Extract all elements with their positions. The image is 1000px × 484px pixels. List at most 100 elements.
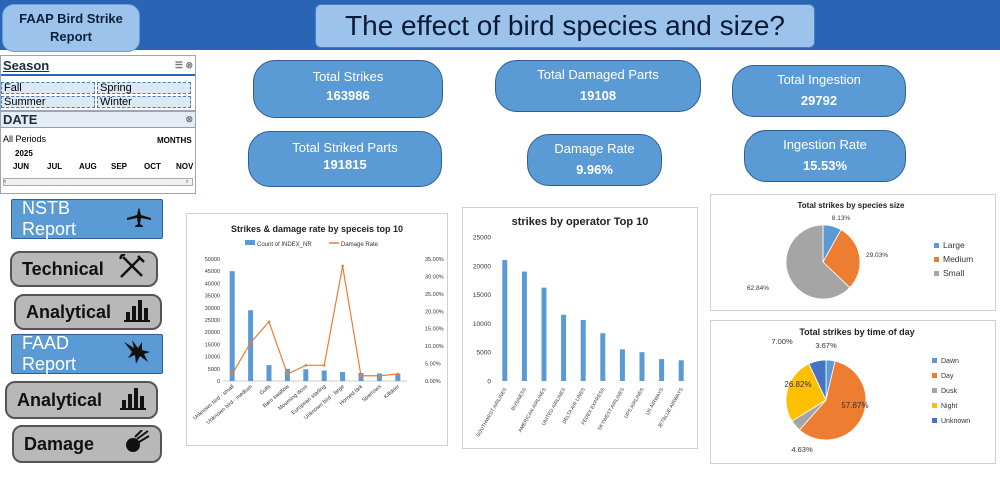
page-title: The effect of bird species and size? [315,4,815,48]
timeline-month-oct[interactable]: OCT [144,162,161,171]
y-tick-label: 10000 [205,355,220,361]
timeline-month-jun[interactable]: JUN [13,162,30,171]
x-tick-label: UPS AIRLINES [623,386,646,419]
date-timeline-title: DATE [3,112,38,127]
operator-chart: strikes by operator Top 10 0 5000 10000 150… [462,207,698,449]
bar [321,370,327,381]
faad-report-label: FAAD Report [22,333,77,374]
y2-tick-label: 5.00% [425,362,441,368]
y2-tick-label: 10.00% [425,344,444,350]
bar [600,333,606,381]
damage-button[interactable]: Damage [12,425,162,463]
bar [303,369,309,381]
y-tick-label: 25000 [205,318,220,324]
technical-button[interactable]: Technical [10,251,158,287]
y2-tick-label: 20.00% [425,309,444,315]
season-item-summer[interactable]: Summer [1,96,95,108]
line-point [396,372,400,376]
kpi-value: 9.96% [576,162,613,177]
y-tick-label: 35000 [205,294,220,300]
species-size-pie-svg: Total strikes by species size 8.13% 29.03… [747,201,973,300]
line-point [249,341,252,344]
legend-label: Large [943,240,965,250]
analytical-button-1[interactable]: Analytical [14,294,162,330]
nstb-report-button[interactable]: NSTB Report [11,198,163,239]
pie-slice [822,229,861,289]
bar-chart-icon [124,298,150,327]
legend-swatch [932,418,937,423]
line-point [341,264,344,268]
faad-report-button[interactable]: FAAD Report [11,333,163,374]
kpi-value: 29792 [800,93,838,108]
x-tick-label: Sparrows [361,384,383,404]
clear-filter-icon[interactable]: ☰ ⊗ [174,59,193,70]
timeline-month-sep[interactable]: SEP [111,162,128,171]
clear-filter-icon[interactable]: ⊗ [185,114,193,124]
legend-label: Night [941,403,957,410]
pie-data-label: 26.82% [784,380,811,389]
legend-bar-swatch [245,240,255,245]
legend-label: Dusk [941,388,957,395]
pie-data-label: 62.84% [747,285,769,292]
y-tick-label: 25000 [473,235,491,242]
y2-tick-label: 25.00% [425,292,444,298]
chart-title: Total strikes by time of day [799,327,914,337]
line-point [286,372,289,376]
legend-swatch [932,388,937,393]
bar [541,287,547,381]
tools-icon [118,252,146,285]
timeline-year: 2025 [15,149,33,158]
line-point [359,374,363,378]
timeline-month-nov[interactable]: NOV [176,162,194,171]
legend-label: Dawn [941,358,959,365]
legend-label: Count of INDEX_NR [257,242,312,248]
y-tick-label: 50000 [205,257,220,263]
chart-title: strikes by operator Top 10 [512,216,649,228]
y-tick-label: 15000 [473,292,491,299]
kpi-value: 191815 [323,157,367,172]
legend-swatch [934,243,939,248]
pie-slice [785,363,827,422]
analytical-button-2[interactable]: Analytical [5,381,158,419]
bar [639,352,645,381]
kpi-value: 163986 [326,88,370,103]
y-tick-label: 40000 [205,281,220,287]
season-item-fall[interactable]: Fall [1,82,95,94]
y-tick-label: 20000 [473,263,491,270]
timeline-month-jul[interactable]: JUL [47,162,63,171]
y-tick-label: 30000 [205,306,220,312]
bar [561,314,567,381]
legend-label: Day [941,373,954,380]
y-tick-label: 20000 [205,330,220,336]
y2-tick-label: 30.00% [425,274,444,280]
time-unit-selector[interactable]: MONTHS [157,136,192,145]
technical-label: Technical [22,258,104,279]
kpi-label: Total Striked Parts [292,140,398,155]
nstb-report-label: NSTB Report [22,198,77,239]
legend-swatch [932,403,937,408]
y-tick-label: 5000 [477,350,492,357]
line-point [378,374,381,378]
legend-label: Unknown [941,418,970,425]
kpi-ingestion-rate: Ingestion Rate 15.53% [744,130,906,182]
line-point [267,320,271,324]
y-tick-label: 15000 [205,342,220,348]
timeline-scrollbar[interactable]: ‹ › [3,178,193,186]
species-chart-svg: Strikes & damage rate by speceis top 10 … [192,224,444,426]
legend-label: Damage Rate [341,242,379,248]
season-item-winter[interactable]: Winter [97,96,191,108]
y-tick-label: 0 [487,379,491,386]
kpi-total-striked-parts: Total Striked Parts 191815 [248,131,442,187]
timeline-month-aug[interactable]: AUG [79,162,97,171]
bar [395,373,401,381]
analytical-label: Analytical [26,301,112,322]
legend-swatch [934,271,939,276]
y-tick-label: 45000 [205,269,220,275]
kpi-total-ingestion: Total Ingestion 29792 [732,65,906,117]
bar [229,271,235,381]
legend-label: Medium [943,254,973,264]
y2-tick-label: 35.00% [425,257,444,263]
time-of-day-pie-svg: Total strikes by time of day 3.67% 57.87%… [771,327,970,454]
season-item-spring[interactable]: Spring [97,82,191,94]
season-slicer-title: Season [3,57,50,73]
